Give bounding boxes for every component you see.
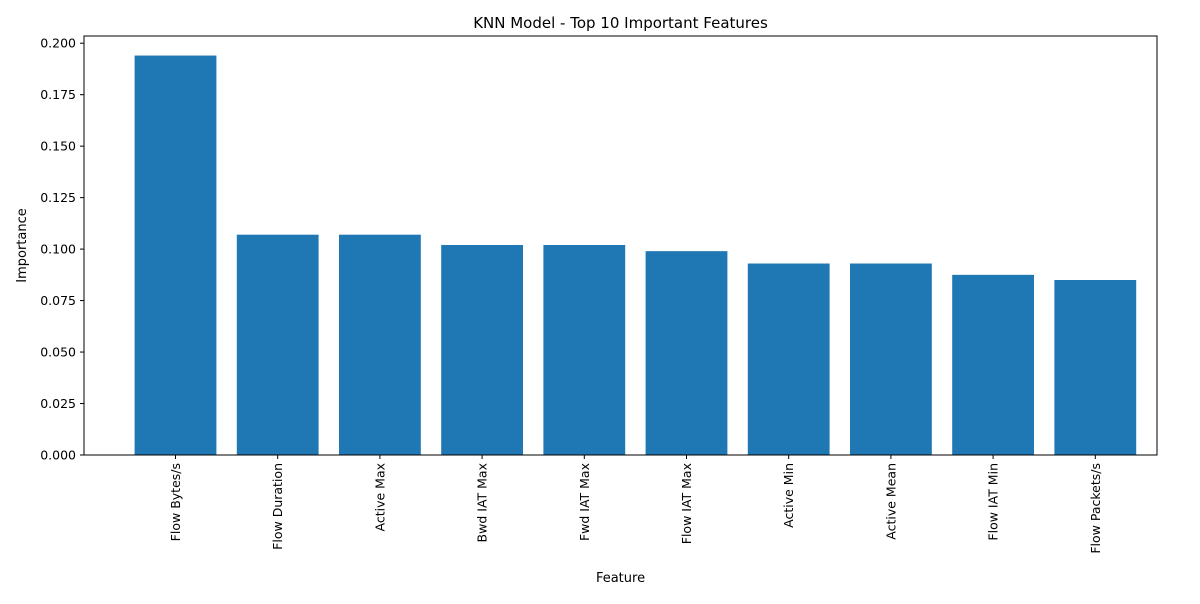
x-tick-label: Flow Bytes/s [168, 463, 183, 541]
bar-active-min [747, 263, 830, 455]
bars-layer [134, 55, 1137, 456]
x-tick-label: Flow Packets/s [1088, 463, 1103, 554]
y-tick-label: 0.200 [40, 36, 76, 51]
y-axis-label: Importance [15, 208, 30, 283]
chart-title: KNN Model - Top 10 Important Features [473, 14, 768, 32]
y-tick-label: 0.025 [40, 396, 76, 411]
x-tick-label: Flow IAT Min [986, 463, 1001, 541]
y-tick-label: 0.175 [40, 87, 76, 102]
y-tick-label: 0.050 [40, 345, 76, 360]
x-tick-label: Flow Duration [270, 463, 285, 550]
plot-frame [83, 35, 1158, 456]
y-axis: 0.000 0.025 0.050 0.075 0.100 0.125 0.150 0.175… [40, 36, 84, 463]
x-tick-label: Active Mean [883, 463, 898, 540]
x-axis-label: Feature [596, 571, 645, 586]
x-axis: Flow Bytes/s Flow Duration Active Max Bwd I… [168, 455, 1103, 554]
y-tick-label: 0.125 [40, 190, 76, 205]
bar-fwd-iat-max [543, 244, 626, 455]
x-tick-label: Bwd IAT Max [475, 463, 490, 542]
bar-flow-packets-s [1054, 279, 1137, 455]
bar-flow-iat-min [952, 274, 1034, 455]
x-tick-label: Fwd IAT Max [577, 463, 592, 541]
x-tick-label: Flow IAT Max [679, 463, 694, 544]
y-tick-label: 0.075 [40, 293, 76, 308]
x-tick-label: Active Max [372, 463, 387, 531]
bar-flow-iat-max [645, 251, 728, 455]
bar-active-mean [850, 263, 932, 455]
bar-bwd-iat-max [441, 244, 523, 455]
bar-flow-bytes-s [134, 55, 217, 456]
bar-flow-duration [236, 234, 319, 455]
y-tick-label: 0.000 [40, 448, 76, 463]
x-tick-label: Active Min [781, 463, 796, 528]
y-tick-label: 0.150 [40, 139, 76, 154]
y-tick-label: 0.100 [40, 242, 76, 257]
bar-active-max [339, 234, 421, 455]
